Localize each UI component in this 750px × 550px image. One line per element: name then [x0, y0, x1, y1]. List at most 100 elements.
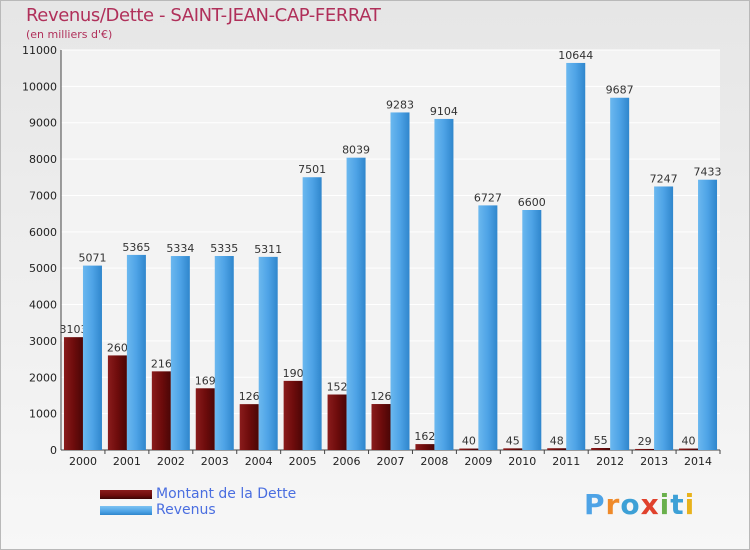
x-tick-label: 2008 — [420, 455, 448, 468]
debt-value-label: 40 — [682, 435, 696, 448]
revenue-bar — [566, 62, 586, 450]
debt-value-label: 260 — [107, 341, 128, 354]
debt-value-label: 3103 — [59, 323, 87, 336]
y-tick-label: 7000 — [29, 189, 57, 202]
revenue-value-label: 7247 — [650, 172, 678, 185]
debt-bar — [239, 404, 259, 450]
logo-letter: i — [659, 488, 671, 521]
revenue-value-label: 5311 — [254, 243, 282, 256]
revenue-value-label: 7433 — [694, 166, 722, 179]
x-tick-label: 2009 — [464, 455, 492, 468]
revenue-bar — [258, 256, 278, 450]
x-tick-label: 2002 — [157, 455, 185, 468]
logo-letter: x — [640, 488, 660, 521]
x-tick-label: 2005 — [289, 455, 317, 468]
debt-bar — [327, 394, 347, 450]
debt-value-label: 126 — [371, 390, 392, 403]
debt-value-label: 169 — [195, 374, 216, 387]
debt-bar — [635, 448, 655, 450]
debt-value-label: 55 — [594, 434, 608, 447]
y-tick-label: 11000 — [22, 44, 57, 57]
revenue-value-label: 5365 — [122, 241, 150, 254]
chart-subtitle: (en milliers d'€) — [26, 28, 113, 41]
x-tick-label: 2013 — [640, 455, 668, 468]
revenue-bar — [390, 112, 410, 450]
debt-value-label: 190 — [283, 367, 304, 380]
revenue-value-label: 5334 — [166, 242, 194, 255]
revenue-value-label: 6727 — [474, 191, 502, 204]
legend-label-debt: Montant de la Dette — [156, 486, 297, 502]
y-tick-label: 1000 — [29, 408, 57, 421]
x-tick-label: 2014 — [684, 455, 712, 468]
debt-bar — [415, 444, 435, 450]
logo-letter: i — [684, 488, 696, 521]
legend-label-revenue: Revenus — [156, 502, 216, 518]
y-tick-label: 3000 — [29, 335, 57, 348]
legend-swatch-revenue — [100, 506, 152, 515]
debt-bar — [195, 388, 215, 450]
revenue-value-label: 9687 — [606, 84, 634, 97]
y-tick-label: 6000 — [29, 226, 57, 239]
x-tick-label: 2012 — [596, 455, 624, 468]
debt-bar — [371, 404, 391, 450]
debt-value-label: 45 — [506, 434, 520, 447]
logo-letter: t — [670, 488, 685, 521]
revenue-value-label: 8039 — [342, 144, 370, 157]
x-tick-label: 2011 — [552, 455, 580, 468]
y-tick-label: 8000 — [29, 153, 57, 166]
y-tick-label: 2000 — [29, 371, 57, 384]
debt-bar — [591, 448, 611, 450]
x-tick-label: 2007 — [377, 455, 405, 468]
x-tick-label: 2004 — [245, 455, 273, 468]
revenue-value-label: 6600 — [518, 196, 546, 209]
debt-value-label: 162 — [414, 430, 435, 443]
debt-bar — [679, 448, 699, 450]
revenue-bar — [214, 256, 234, 450]
debt-bar — [459, 448, 479, 450]
y-tick-label: 5000 — [29, 262, 57, 275]
revenue-bar — [478, 205, 498, 450]
x-tick-label: 2000 — [69, 455, 97, 468]
debt-bar — [283, 380, 303, 450]
revenue-bar — [698, 179, 718, 450]
revenue-bar — [654, 186, 674, 451]
x-tick-label: 2006 — [333, 455, 361, 468]
revenue-value-label: 5335 — [210, 242, 238, 255]
revenue-bar — [82, 265, 102, 450]
chart-title: Revenus/Dette - SAINT-JEAN-CAP-FERRAT — [26, 5, 381, 26]
debt-value-label: 126 — [239, 390, 260, 403]
x-tick-label: 2003 — [201, 455, 229, 468]
revenue-value-label: 9104 — [430, 105, 458, 118]
debt-value-label: 40 — [462, 435, 476, 448]
y-tick-label: 10000 — [22, 80, 57, 93]
y-tick-label: 9000 — [29, 117, 57, 130]
legend-swatch-debt — [100, 490, 152, 499]
debt-value-label: 48 — [550, 434, 564, 447]
logo-letter: r — [605, 488, 621, 521]
revenue-value-label: 5071 — [78, 252, 106, 265]
revenue-value-label: 10644 — [558, 49, 593, 62]
debt-value-label: 152 — [327, 381, 348, 394]
debt-value-label: 29 — [638, 435, 652, 448]
debt-bar — [151, 371, 171, 450]
revenue-value-label: 7501 — [298, 163, 326, 176]
y-tick-label: 0 — [50, 444, 57, 457]
debt-bar — [547, 448, 567, 450]
revenue-bar — [522, 210, 542, 450]
x-tick-label: 2010 — [508, 455, 536, 468]
revenue-bar — [434, 118, 454, 450]
proxiti-logo: Proxiti — [584, 488, 695, 521]
debt-bar — [503, 448, 523, 450]
logo-letter: o — [620, 488, 641, 521]
revenue-bar — [170, 256, 190, 450]
revenue-bar — [346, 157, 366, 450]
logo-letter: P — [584, 488, 606, 521]
revenue-bar — [302, 177, 322, 450]
x-tick-label: 2001 — [113, 455, 141, 468]
debt-value-label: 216 — [151, 357, 172, 370]
y-tick-label: 4000 — [29, 299, 57, 312]
debt-bar — [63, 337, 83, 450]
revenue-value-label: 9283 — [386, 98, 414, 111]
revenue-bar — [126, 254, 146, 450]
